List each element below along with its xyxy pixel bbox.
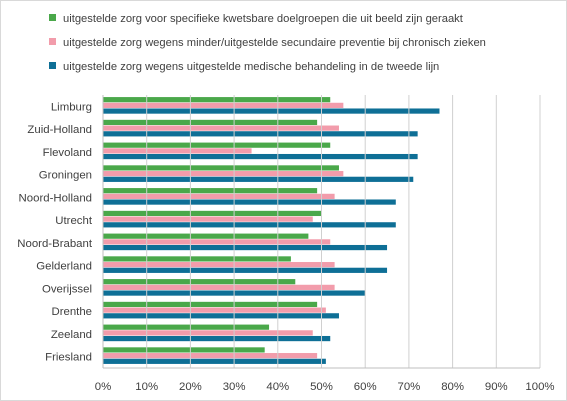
legend-label-1: uitgestelde zorg voor specifieke kwetsba… xyxy=(63,13,464,25)
category-label-groningen: Groningen xyxy=(39,170,92,182)
bar-utrecht-series-2 xyxy=(103,216,313,222)
bar-groningen-series-1 xyxy=(103,165,339,171)
bar-utrecht-series-3 xyxy=(103,222,396,228)
x-tick-label: 70% xyxy=(397,381,420,393)
bar-noord-holland-series-2 xyxy=(103,193,335,199)
bar-noord-holland-series-1 xyxy=(103,188,318,194)
bar-drenthe-series-1 xyxy=(103,301,318,308)
x-tick-label: 20% xyxy=(179,381,202,393)
bar-noord-holland-series-3 xyxy=(103,199,396,205)
bar-utrecht-series-1 xyxy=(103,210,322,217)
bar-limburg-series-3 xyxy=(103,108,440,114)
bar-flevoland-series-3 xyxy=(103,153,418,160)
bar-drenthe-series-3 xyxy=(103,313,339,319)
axes: Limburg Zuid-Holland Flevoland Groningen Noo… xyxy=(17,95,555,393)
x-tick-label: 30% xyxy=(223,381,246,393)
plot-area xyxy=(103,97,440,364)
legend-swatch-2 xyxy=(49,38,56,45)
bar-limburg-series-1 xyxy=(103,97,331,103)
category-label-limburg: Limburg xyxy=(51,101,92,113)
bar-gelderland-series-2 xyxy=(103,262,335,268)
bar-flevoland-series-1 xyxy=(103,142,331,148)
legend-swatch-3 xyxy=(49,62,56,69)
x-tick-label: 50% xyxy=(310,381,333,393)
legend-swatch-1 xyxy=(49,14,56,21)
bar-friesland-series-3 xyxy=(103,358,326,364)
bar-gelderland-series-3 xyxy=(103,267,388,273)
bar-groningen-series-3 xyxy=(103,176,414,182)
category-label-zuid-holland: Zuid-Holland xyxy=(27,124,92,136)
bar-zeeland-series-1 xyxy=(103,324,270,330)
category-label-noord-brabant: Noord-Brabant xyxy=(17,238,93,250)
category-label-utrecht: Utrecht xyxy=(55,215,93,227)
category-label-noord-holland: Noord-Holland xyxy=(19,192,92,204)
legend: uitgestelde zorg voor specifieke kwetsba… xyxy=(49,13,486,73)
bar-noord-brabant-series-2 xyxy=(103,239,331,245)
bar-groningen-series-2 xyxy=(103,171,344,177)
category-label-flevoland: Flevoland xyxy=(43,147,92,159)
bar-noord-brabant-series-1 xyxy=(103,233,309,239)
legend-label-3: uitgestelde zorg wegens uitgestelde medi… xyxy=(63,61,439,73)
bar-friesland-series-2 xyxy=(103,353,318,359)
x-tick-label: 80% xyxy=(441,381,464,393)
bar-friesland-series-1 xyxy=(103,347,265,353)
x-tick-label: 0% xyxy=(95,381,111,393)
category-label-zeeland: Zeeland xyxy=(51,329,92,341)
x-tick-label: 60% xyxy=(354,381,377,393)
bar-zuid-holland-series-1 xyxy=(103,119,318,126)
bar-zeeland-series-2 xyxy=(103,330,313,336)
category-label-overijssel: Overijssel xyxy=(42,283,92,295)
x-tick-label: 40% xyxy=(266,381,289,393)
bar-zuid-holland-series-3 xyxy=(103,131,418,137)
bar-limburg-series-2 xyxy=(103,102,344,108)
x-tick-label: 100% xyxy=(525,381,554,393)
bar-zeeland-series-3 xyxy=(103,335,331,342)
bar-drenthe-series-2 xyxy=(103,307,326,313)
category-label-drenthe: Drenthe xyxy=(51,306,92,318)
bar-zuid-holland-series-2 xyxy=(103,125,339,131)
bar-overijssel-series-1 xyxy=(103,279,296,285)
bar-gelderland-series-1 xyxy=(103,256,291,262)
bar-noord-brabant-series-3 xyxy=(103,244,388,251)
bar-flevoland-series-2 xyxy=(103,148,252,154)
category-label-gelderland: Gelderland xyxy=(36,261,92,273)
category-label-friesland: Friesland xyxy=(45,352,92,364)
x-tick-label: 10% xyxy=(135,381,158,393)
x-tick-label: 90% xyxy=(485,381,508,393)
bar-overijssel-series-2 xyxy=(103,284,335,290)
legend-label-2: uitgestelde zorg wegens minder/uitgestel… xyxy=(63,37,486,49)
